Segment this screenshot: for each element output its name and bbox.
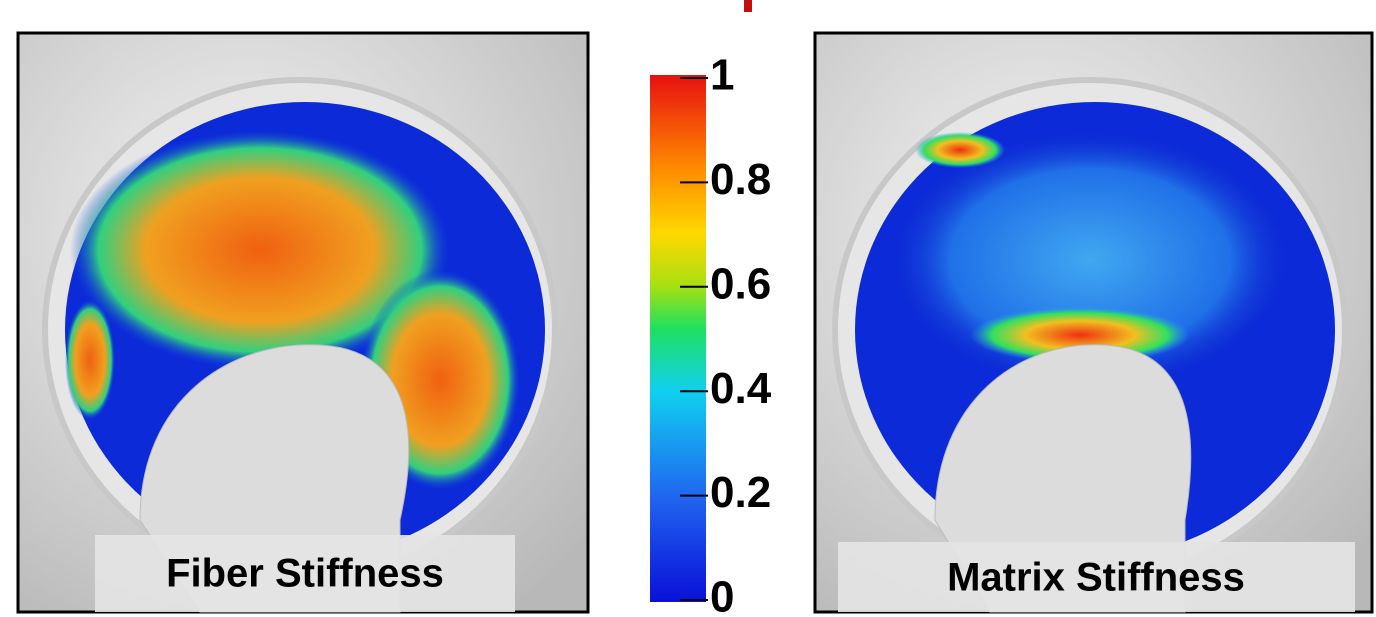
figure: Fiber Stiffness Matrix Stiffness 0 0.2 0.4… xyxy=(0,0,1376,617)
tick-label: 0.4 xyxy=(710,364,772,413)
tick-label: 0.6 xyxy=(710,259,771,308)
tick-label: 0.2 xyxy=(710,468,771,517)
panel-label: Fiber Stiffness xyxy=(166,552,444,596)
panel-label: Matrix Stiffness xyxy=(947,556,1245,600)
panel: Fiber Stiffness xyxy=(18,33,588,612)
tick-label: 0 xyxy=(710,573,734,617)
tick-label: 0.8 xyxy=(710,155,771,204)
colorbar xyxy=(650,75,706,602)
tick-label: 1 xyxy=(710,51,734,100)
decor-mark xyxy=(744,0,752,12)
panel: Matrix Stiffness xyxy=(815,33,1372,612)
